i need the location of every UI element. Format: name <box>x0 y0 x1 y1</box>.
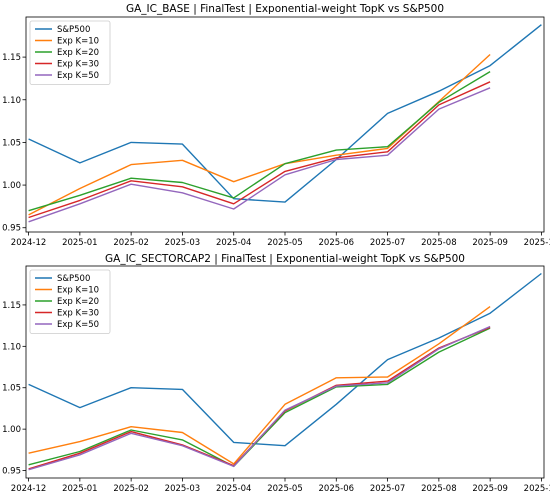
x-tick-label: 2025-07 <box>370 238 406 248</box>
y-tick-label: 0.95 <box>2 224 21 234</box>
x-tick-label: 2025-05 <box>267 484 303 494</box>
legend-label: Exp K=50 <box>57 320 99 330</box>
series-line-exp-k-30 <box>28 81 491 219</box>
series-line-exp-k-50 <box>28 325 491 471</box>
y-tick-label: 0.95 <box>2 467 21 477</box>
legend-label: Exp K=50 <box>57 71 99 81</box>
x-tick-label: 2025-04 <box>216 238 252 248</box>
legend-box <box>29 269 111 334</box>
legend-label: Exp K=10 <box>57 286 99 296</box>
x-tick-label: 2025-06 <box>319 484 355 494</box>
x-tick-label: 2025-06 <box>319 238 355 248</box>
x-tick-label: 2025-10 <box>524 484 550 494</box>
y-tick-label: 1.10 <box>2 96 21 106</box>
y-tick-label: 1.05 <box>2 384 21 394</box>
y-tick-label: 1.05 <box>2 138 21 148</box>
series-line-exp-k-20 <box>28 327 491 468</box>
x-tick-label: 2025-08 <box>421 484 457 494</box>
y-tick-label: 1.00 <box>2 181 21 191</box>
chart-panel-1: GA_IC_BASE | FinalTest | Exponential-wei… <box>2 3 550 248</box>
x-tick-label: 2025-10 <box>524 238 550 248</box>
legend-label: Exp K=30 <box>57 60 99 70</box>
legend-label: S&P500 <box>57 25 90 35</box>
x-tick-label: 2025-03 <box>165 238 201 248</box>
legend-label: Exp K=20 <box>57 48 99 58</box>
series-line-exp-k-10 <box>28 306 491 465</box>
x-tick-label: 2024-12 <box>11 484 47 494</box>
x-tick-label: 2025-02 <box>113 484 149 494</box>
series-line-s-p500 <box>28 24 542 203</box>
series-line-s-p500 <box>28 272 542 447</box>
legend-box <box>29 20 111 85</box>
x-tick-label: 2025-07 <box>370 484 406 494</box>
x-tick-label: 2025-05 <box>267 238 303 248</box>
legend-label: Exp K=10 <box>57 37 99 47</box>
series-line-exp-k-50 <box>28 87 491 223</box>
legend-label: S&P500 <box>57 274 90 284</box>
x-tick-label: 2025-04 <box>216 484 252 494</box>
x-tick-label: 2025-03 <box>165 484 201 494</box>
series-line-exp-k-20 <box>28 70 491 212</box>
y-tick-label: 1.00 <box>2 425 21 435</box>
chart-title: GA_IC_SECTORCAP2 | FinalTest | Exponenti… <box>105 253 465 265</box>
legend-label: Exp K=20 <box>57 297 99 307</box>
x-tick-label: 2025-08 <box>421 238 457 248</box>
chart-title: GA_IC_BASE | FinalTest | Exponential-wei… <box>126 3 444 15</box>
x-tick-label: 2024-12 <box>11 238 47 248</box>
x-tick-label: 2025-01 <box>62 238 98 248</box>
x-tick-label: 2025-09 <box>472 484 508 494</box>
y-tick-label: 1.15 <box>2 53 21 63</box>
y-tick-label: 1.10 <box>2 342 21 352</box>
x-tick-label: 2025-09 <box>472 238 508 248</box>
y-tick-label: 1.15 <box>2 301 21 311</box>
x-tick-label: 2025-01 <box>62 484 98 494</box>
x-tick-label: 2025-02 <box>113 238 149 248</box>
chart-panel-2: GA_IC_SECTORCAP2 | FinalTest | Exponenti… <box>2 253 550 494</box>
legend-label: Exp K=30 <box>57 309 99 319</box>
